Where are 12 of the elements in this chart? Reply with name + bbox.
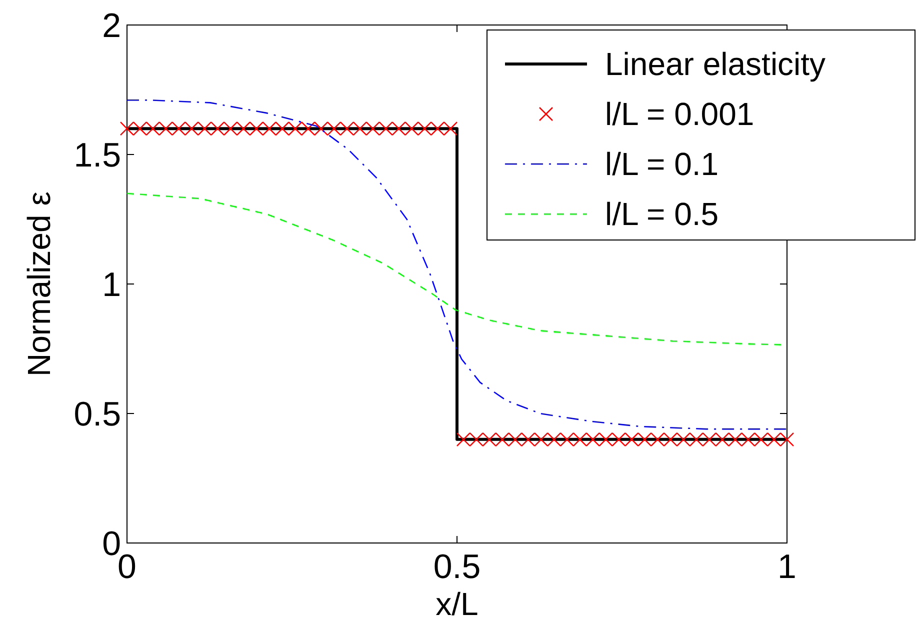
x-axis-title: x/L xyxy=(436,586,478,622)
x-tick-label: 1 xyxy=(778,548,796,586)
legend-label: l/L = 0.1 xyxy=(605,146,719,182)
y-tick-label: 2 xyxy=(102,7,121,45)
y-tick-label: 0.5 xyxy=(74,396,121,434)
legend-label: l/L = 0.5 xyxy=(605,196,719,232)
x-tick-label: 0.5 xyxy=(433,548,481,586)
legend-label: Linear elasticity xyxy=(605,46,826,82)
y-tick-label: 1 xyxy=(102,266,121,304)
legend-label: l/L = 0.001 xyxy=(605,96,754,132)
y-axis-title: Normalized ε xyxy=(21,192,57,376)
y-tick-label: 1.5 xyxy=(74,136,121,174)
